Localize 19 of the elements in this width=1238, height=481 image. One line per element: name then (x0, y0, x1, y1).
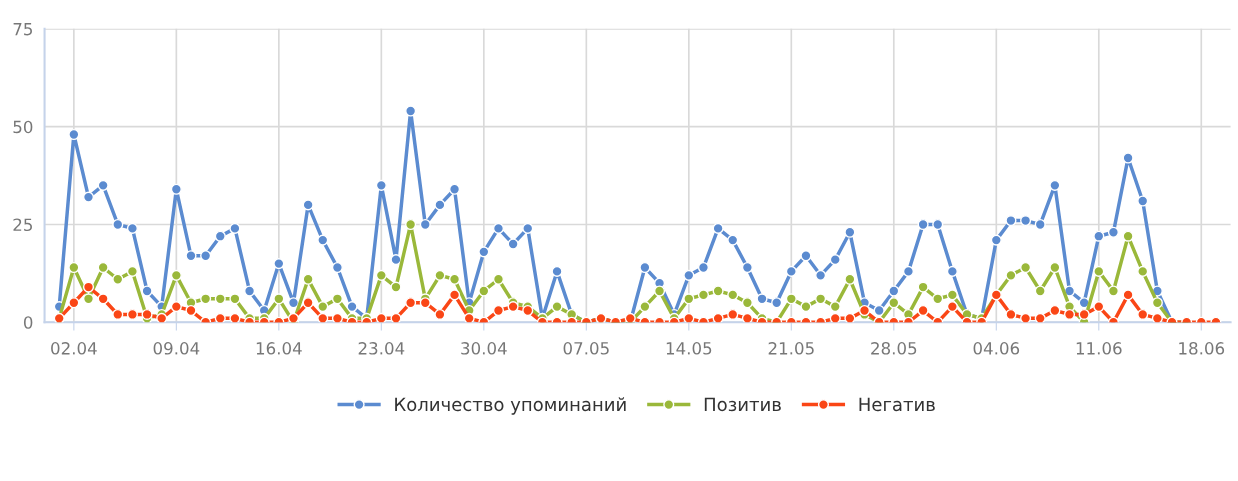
y-tick-label: 25 (13, 218, 32, 232)
x-tick-label: 11.06 (1076, 342, 1122, 355)
x-tick-label: 18.06 (1179, 342, 1225, 355)
x-tick-label: 07.05 (563, 342, 609, 355)
x-tick-label: 21.05 (768, 342, 814, 355)
legend-label: Количество упоминаний (395, 397, 626, 415)
y-tick-label: 75 (13, 23, 32, 36)
x-tick-label: 16.04 (256, 342, 302, 355)
y-tick-label: 0 (23, 316, 33, 329)
x-tick-label: 14.05 (666, 342, 712, 355)
legend-label: Негатив (859, 397, 935, 412)
x-tick-label: 23.04 (358, 342, 405, 355)
x-tick-label: 30.04 (461, 342, 507, 355)
x-tick-label: 02.04 (51, 342, 97, 355)
x-tick-label: 28.05 (871, 342, 917, 355)
x-tick-label: 09.04 (153, 342, 200, 355)
y-tick-label: 50 (13, 120, 33, 134)
x-tick-label: 04.06 (973, 342, 1020, 355)
legend-label: Позитив (704, 397, 781, 412)
